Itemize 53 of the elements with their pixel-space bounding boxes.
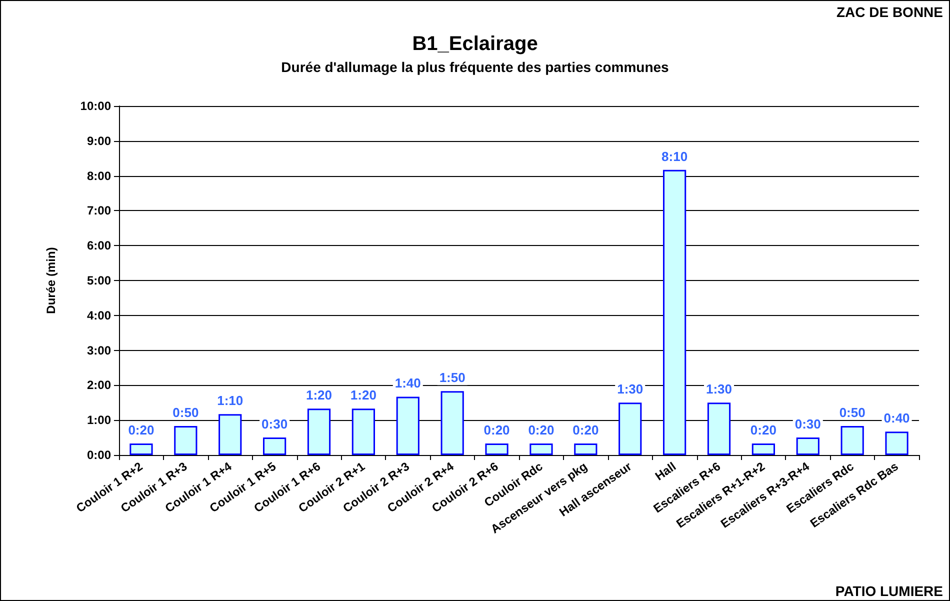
bar: [663, 170, 686, 455]
bar: [174, 426, 198, 455]
y-tick-label: 3:00: [86, 343, 112, 358]
data-label: 0:50: [172, 405, 199, 420]
y-tick-label: 10:00: [80, 99, 112, 113]
bar: [396, 396, 420, 455]
bar: [530, 443, 553, 455]
bar: [574, 443, 598, 455]
data-label: 8:10: [662, 148, 688, 164]
data-label: 1:20: [306, 388, 332, 403]
bar: [752, 443, 775, 455]
chart-title: B1_Eclairage: [412, 33, 538, 55]
bar: [796, 438, 820, 455]
y-tick-label: 5:00: [86, 274, 112, 288]
data-label: 0:20: [128, 422, 154, 438]
data-label: 0:50: [839, 405, 866, 420]
bar: [130, 443, 153, 455]
data-label: 0:20: [572, 422, 599, 438]
y-tick-label: 2:00: [86, 378, 112, 392]
data-label: 1:10: [217, 393, 244, 408]
bar: [352, 408, 375, 455]
y-axis-title: Durée (min): [44, 247, 58, 314]
bar: [263, 438, 286, 455]
bar: [885, 432, 908, 455]
bar: [218, 414, 242, 455]
x-tick-label: Hall: [652, 459, 679, 484]
bar: [840, 426, 864, 455]
data-label: 0:20: [528, 422, 554, 438]
y-tick-label: 4:00: [86, 308, 112, 322]
chart-subtitle: Durée d'allumage la plus fréquente des parties communes: [281, 59, 670, 75]
data-label: 0:20: [750, 422, 776, 438]
bar: [307, 408, 331, 455]
y-tick-label: 0:00: [86, 448, 112, 462]
y-tick-label: 9:00: [86, 134, 112, 148]
y-tick-label: 6:00: [86, 238, 112, 253]
data-label: 0:40: [884, 410, 910, 426]
data-label: 1:40: [394, 376, 421, 391]
data-label: 1:50: [439, 370, 466, 386]
bar: [618, 402, 642, 455]
bar: [707, 402, 731, 455]
text: PATIO LUMIERE: [835, 583, 944, 599]
data-label: 0:20: [484, 422, 510, 438]
text: ZAC DE BONNE: [836, 4, 944, 20]
bar: [485, 443, 508, 455]
y-tick-label: 1:00: [86, 413, 112, 428]
y-tick-label: 7:00: [86, 204, 112, 218]
data-label: 1:20: [350, 388, 376, 403]
data-label: 1:30: [706, 382, 732, 397]
data-label: 0:30: [262, 416, 288, 432]
data-label: 0:30: [794, 416, 821, 432]
bar: [440, 391, 464, 455]
data-label: 1:30: [617, 382, 644, 397]
y-tick-label: 8:00: [86, 168, 112, 183]
